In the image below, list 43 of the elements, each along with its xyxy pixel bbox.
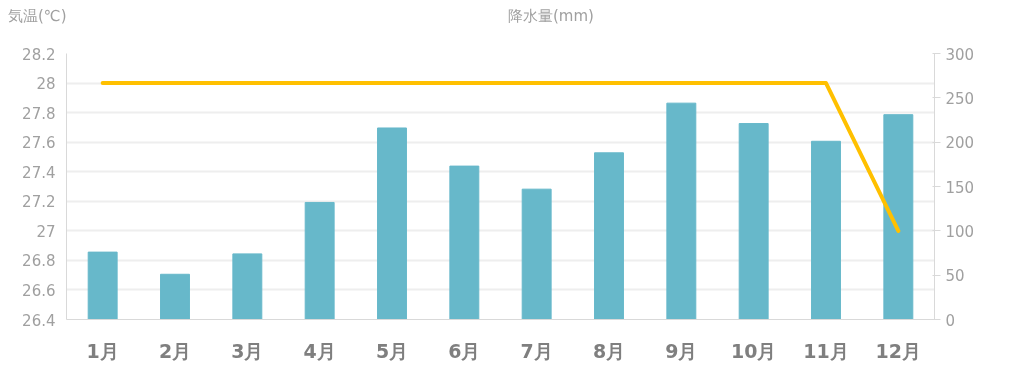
bar	[594, 152, 624, 320]
y-tick-label: 27.6	[22, 134, 56, 153]
y2-tick-label: 250	[945, 89, 975, 108]
x-tick-label: 5月	[375, 339, 409, 362]
y-tick-label: 28	[36, 75, 56, 94]
bar	[449, 165, 480, 320]
bar	[377, 127, 407, 320]
y2-axis-title: 降水量(mm)	[508, 6, 594, 27]
bar	[304, 201, 335, 320]
x-tick-label: 11月	[803, 339, 849, 362]
y-tick-label: 27.8	[22, 104, 56, 123]
x-tick-label: 4月	[303, 339, 336, 362]
x-tick-label: 7月	[520, 339, 553, 362]
y-tick-label: 26.4	[22, 311, 56, 330]
bar	[883, 114, 914, 320]
y-tick-label: 27	[36, 222, 56, 241]
bar	[738, 123, 769, 320]
bar	[87, 251, 118, 320]
y2-tick-label: 150	[945, 178, 975, 197]
bar	[160, 273, 190, 320]
x-tick-label: 1月	[86, 339, 119, 362]
y-tick-label: 28.2	[22, 45, 56, 64]
y-tick-label: 26.6	[22, 281, 56, 300]
x-tick-label: 9月	[665, 339, 698, 362]
y2-tick-label: 0	[945, 311, 956, 330]
bar	[811, 140, 841, 320]
bar	[521, 188, 552, 320]
x-tick-label: 8月	[592, 339, 626, 362]
x-tick-label: 6月	[448, 339, 481, 362]
y2-tick-label: 200	[945, 134, 975, 153]
x-tick-label: 12月	[875, 339, 922, 362]
y2-tick-label: 100	[945, 222, 975, 241]
y-axis-title: 気温(℃)	[8, 6, 67, 27]
x-tick-label: 3月	[231, 339, 264, 362]
x-tick-label: 10月	[730, 339, 777, 362]
bar	[666, 102, 697, 320]
y-tick-label: 27.4	[22, 163, 56, 182]
bar	[232, 253, 263, 320]
y-tick-label: 27.2	[22, 193, 56, 212]
x-tick-label: 2月	[158, 339, 192, 362]
y-tick-label: 26.8	[22, 252, 56, 271]
y2-tick-label: 300	[945, 45, 975, 64]
y2-tick-label: 50	[945, 267, 965, 286]
